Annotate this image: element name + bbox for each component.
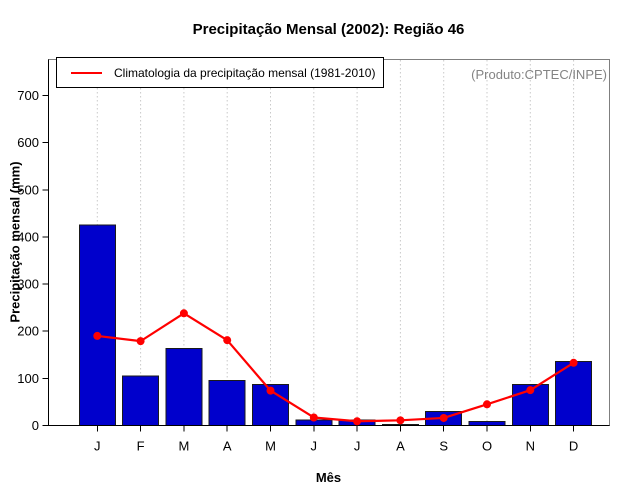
climatology-point-4: [223, 336, 232, 345]
plot-box: [48, 59, 610, 426]
x-axis-title: Mês: [315, 470, 342, 485]
x-tick-label-2: F: [137, 439, 145, 454]
legend-label: Climatologia da precipitação mensal (198…: [114, 65, 376, 80]
x-tick-label-9: S: [439, 439, 448, 454]
bar-M3: [165, 348, 203, 426]
y-tick-label-200: 200: [17, 324, 39, 339]
producer-annotation: (Produto:CPTEC/INPE): [471, 67, 607, 82]
bar-O10: [468, 421, 506, 427]
climatology-point-9: [439, 413, 448, 422]
bar-D12: [555, 360, 593, 426]
climatology-point-2: [136, 337, 145, 346]
climatology-point-1: [93, 331, 102, 340]
x-tick-label-3: M: [178, 439, 189, 454]
y-tick-label-0: 0: [32, 418, 39, 433]
x-tick-label-6: J: [311, 439, 318, 454]
legend: Climatologia da precipitação mensal (198…: [56, 57, 384, 88]
x-tick-label-4: A: [223, 439, 232, 454]
x-tick-label-5: M: [265, 439, 276, 454]
x-tick-label-12: D: [569, 439, 578, 454]
y-tick-label-100: 100: [17, 371, 39, 386]
climatology-point-3: [179, 309, 188, 318]
y-axis-title: Precipitação mensal (mm): [7, 161, 23, 323]
climatology-point-6: [309, 413, 318, 422]
bar-F2: [122, 375, 160, 426]
y-tick-label-600: 600: [17, 135, 39, 150]
y-tick-label-400: 400: [17, 229, 39, 244]
y-tick-label-700: 700: [17, 88, 39, 103]
climatology-point-12: [569, 358, 578, 367]
climatology-point-11: [526, 386, 535, 395]
y-tick-label-300: 300: [17, 277, 39, 292]
legend-line-icon: [71, 71, 102, 74]
x-tick-label-1: J: [94, 439, 101, 454]
climatology-point-8: [396, 416, 405, 425]
bar-J1: [78, 224, 116, 426]
climatology-line: [96, 312, 575, 423]
x-tick-label-8: A: [396, 439, 405, 454]
x-tick-label-11: N: [526, 439, 535, 454]
x-tick-label-10: O: [482, 439, 492, 454]
climatology-point-5: [266, 386, 275, 395]
x-tick-label-7: J: [354, 439, 361, 454]
climatology-point-7: [353, 417, 362, 426]
climatology-point-10: [483, 400, 491, 409]
chart-title: Precipitação Mensal (2002): Região 46: [192, 21, 465, 38]
y-tick-label-500: 500: [17, 182, 39, 197]
bar-A4: [208, 380, 246, 427]
